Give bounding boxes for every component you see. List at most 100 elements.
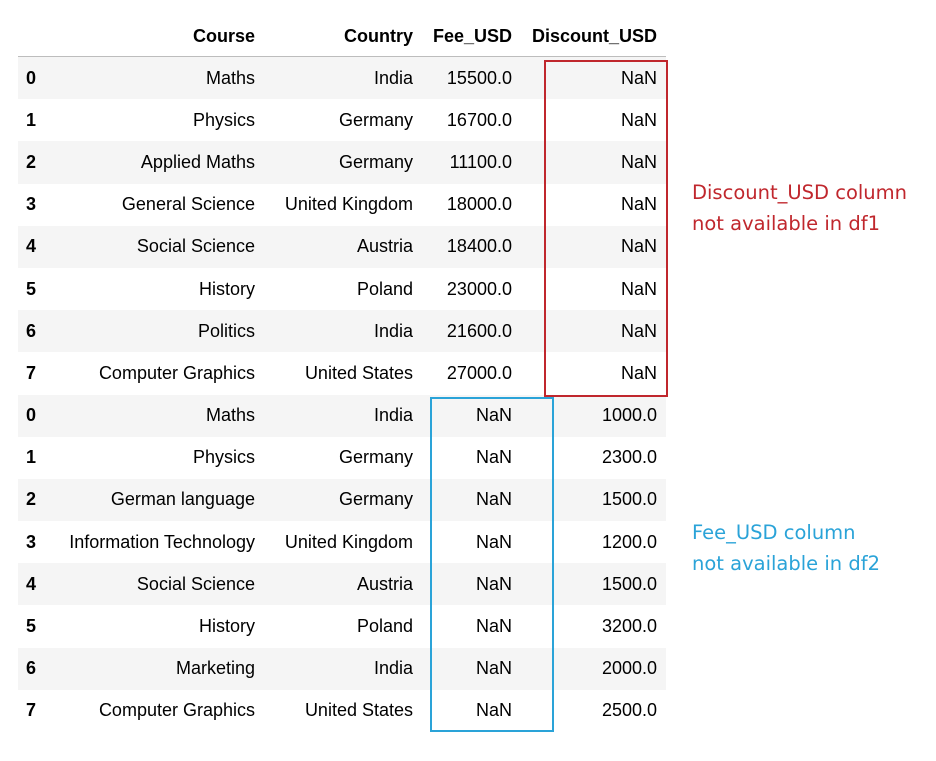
cell-country: United Kingdom bbox=[284, 194, 413, 215]
table-row: 2 Applied Maths Germany 11100.0 NaN bbox=[18, 141, 666, 184]
cell-course: German language bbox=[110, 489, 255, 510]
cell-discount-usd: NaN bbox=[620, 320, 657, 341]
cell-discount-usd: NaN bbox=[620, 362, 657, 383]
cell-discount-usd: NaN bbox=[620, 194, 657, 215]
df2-annotation-line-1: Fee_USD column bbox=[692, 521, 856, 544]
cell-course: Marketing bbox=[175, 658, 255, 679]
cell-fee-usd: NaN bbox=[475, 405, 512, 426]
table-row: 2 German language Germany NaN 1500.0 bbox=[18, 478, 666, 522]
df2-annotation: Fee_USD column not available in df2 bbox=[692, 517, 880, 579]
cell-country: India bbox=[373, 320, 413, 341]
row-index: 0 bbox=[26, 67, 37, 88]
row-index: 6 bbox=[26, 320, 37, 341]
cell-country: Germany bbox=[338, 151, 413, 172]
cell-fee-usd: NaN bbox=[475, 573, 512, 594]
cell-fee-usd: 18400.0 bbox=[446, 236, 512, 257]
cell-fee-usd: 11100.0 bbox=[449, 151, 512, 172]
cell-course: Maths bbox=[205, 405, 255, 426]
table-row: 0 Maths India 15500.0 NaN bbox=[18, 57, 666, 100]
cell-course: Computer Graphics bbox=[98, 700, 255, 721]
row-index: 0 bbox=[26, 405, 37, 426]
column-header-country: Country bbox=[344, 25, 413, 46]
table-row: 4 Social Science Austria NaN 1500.0 bbox=[18, 563, 666, 606]
cell-country: India bbox=[373, 658, 413, 679]
table-row: 1 Physics Germany NaN 2300.0 bbox=[18, 436, 666, 479]
cell-course: Maths bbox=[205, 67, 255, 88]
cell-discount-usd: 1500.0 bbox=[601, 489, 657, 510]
table-row: 3 General Science United Kingdom 18000.0 NaN bbox=[18, 183, 666, 226]
cell-discount-usd: 1000.0 bbox=[601, 405, 657, 426]
cell-country: Germany bbox=[338, 489, 413, 510]
cell-discount-usd: 2300.0 bbox=[601, 447, 657, 468]
cell-course: General Science bbox=[121, 194, 255, 215]
cell-course: Social Science bbox=[136, 573, 255, 594]
row-index: 3 bbox=[26, 531, 37, 552]
cell-fee-usd: 16700.0 bbox=[446, 109, 512, 130]
cell-course: Social Science bbox=[136, 236, 255, 257]
row-index: 2 bbox=[26, 489, 37, 510]
table-row: 0 Maths India NaN 1000.0 bbox=[18, 394, 666, 437]
row-index: 1 bbox=[26, 447, 37, 468]
table-row: 6 Marketing India NaN 2000.0 bbox=[18, 647, 666, 690]
cell-discount-usd: NaN bbox=[620, 278, 657, 299]
column-header-discount-usd: Discount_USD bbox=[531, 25, 657, 46]
table-header-row: Course Country Fee_USD Discount_USD bbox=[18, 16, 666, 57]
row-index: 3 bbox=[26, 194, 37, 215]
cell-course: Physics bbox=[192, 109, 255, 130]
cell-discount-usd: 1200.0 bbox=[601, 531, 657, 552]
cell-country: Austria bbox=[356, 236, 413, 257]
df1-annotation-line-1: Discount_USD column bbox=[692, 181, 908, 204]
cell-country: United States bbox=[304, 700, 413, 721]
table-row: 7 Computer Graphics United States 27000.0 Na… bbox=[18, 352, 666, 395]
df1-annotation: Discount_USD column not available in df1 bbox=[692, 177, 907, 239]
cell-course: Information Technology bbox=[69, 531, 255, 552]
cell-fee-usd: 15500.0 bbox=[446, 67, 512, 88]
cell-course: Physics bbox=[192, 447, 255, 468]
cell-course: History bbox=[198, 278, 255, 299]
cell-discount-usd: NaN bbox=[620, 236, 657, 257]
table-row: 3 Information Technology United Kingdom NaN… bbox=[18, 521, 666, 564]
row-index: 2 bbox=[26, 151, 37, 172]
cell-fee-usd: 18000.0 bbox=[446, 194, 512, 215]
dataframe-table: Course Country Fee_USD Discount_USD 0 Mat… bbox=[18, 16, 666, 732]
cell-discount-usd: 2000.0 bbox=[601, 658, 657, 679]
table-row: 5 History Poland NaN 3200.0 bbox=[18, 605, 666, 648]
cell-country: Austria bbox=[356, 573, 413, 594]
cell-course: Applied Maths bbox=[140, 151, 255, 172]
cell-fee-usd: NaN bbox=[475, 447, 512, 468]
row-index: 7 bbox=[26, 362, 37, 383]
cell-fee-usd: NaN bbox=[475, 489, 512, 510]
cell-country: Poland bbox=[356, 616, 413, 637]
cell-fee-usd: NaN bbox=[475, 616, 512, 637]
table-row: 6 Politics India 21600.0 NaN bbox=[18, 310, 666, 353]
table-body: 0 Maths India 15500.0 NaN 1 Physics Germany 1670… bbox=[18, 57, 666, 732]
cell-discount-usd: 1500.0 bbox=[601, 573, 657, 594]
column-header-course: Course bbox=[192, 25, 255, 46]
cell-course: Computer Graphics bbox=[98, 362, 255, 383]
row-index: 5 bbox=[26, 616, 37, 637]
row-index: 4 bbox=[26, 236, 37, 257]
row-index: 5 bbox=[26, 278, 37, 299]
cell-course: Politics bbox=[197, 320, 255, 341]
cell-country: United States bbox=[304, 362, 413, 383]
cell-discount-usd: NaN bbox=[620, 109, 657, 130]
table-row: 5 History Poland 23000.0 NaN bbox=[18, 267, 666, 311]
df1-annotation-line-2: not available in df1 bbox=[692, 212, 880, 235]
cell-course: History bbox=[198, 616, 255, 637]
cell-fee-usd: NaN bbox=[475, 531, 512, 552]
cell-country: India bbox=[373, 67, 413, 88]
table-row: 7 Computer Graphics United States NaN 2500.0 bbox=[18, 689, 666, 732]
cell-country: India bbox=[373, 405, 413, 426]
cell-country: Germany bbox=[338, 109, 413, 130]
column-header-fee-usd: Fee_USD bbox=[432, 25, 512, 46]
cell-discount-usd: 3200.0 bbox=[601, 616, 657, 637]
row-index: 1 bbox=[26, 109, 37, 130]
table-row: 1 Physics Germany 16700.0 NaN bbox=[18, 99, 666, 142]
row-index: 7 bbox=[26, 700, 37, 721]
cell-fee-usd: NaN bbox=[475, 658, 512, 679]
cell-fee-usd: 21600.0 bbox=[446, 320, 512, 341]
cell-country: United Kingdom bbox=[284, 531, 413, 552]
cell-fee-usd: 27000.0 bbox=[446, 362, 512, 383]
cell-country: Poland bbox=[356, 278, 413, 299]
row-index: 6 bbox=[26, 658, 37, 679]
